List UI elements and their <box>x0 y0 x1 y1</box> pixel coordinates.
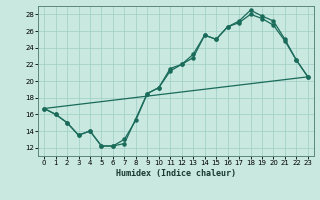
X-axis label: Humidex (Indice chaleur): Humidex (Indice chaleur) <box>116 169 236 178</box>
